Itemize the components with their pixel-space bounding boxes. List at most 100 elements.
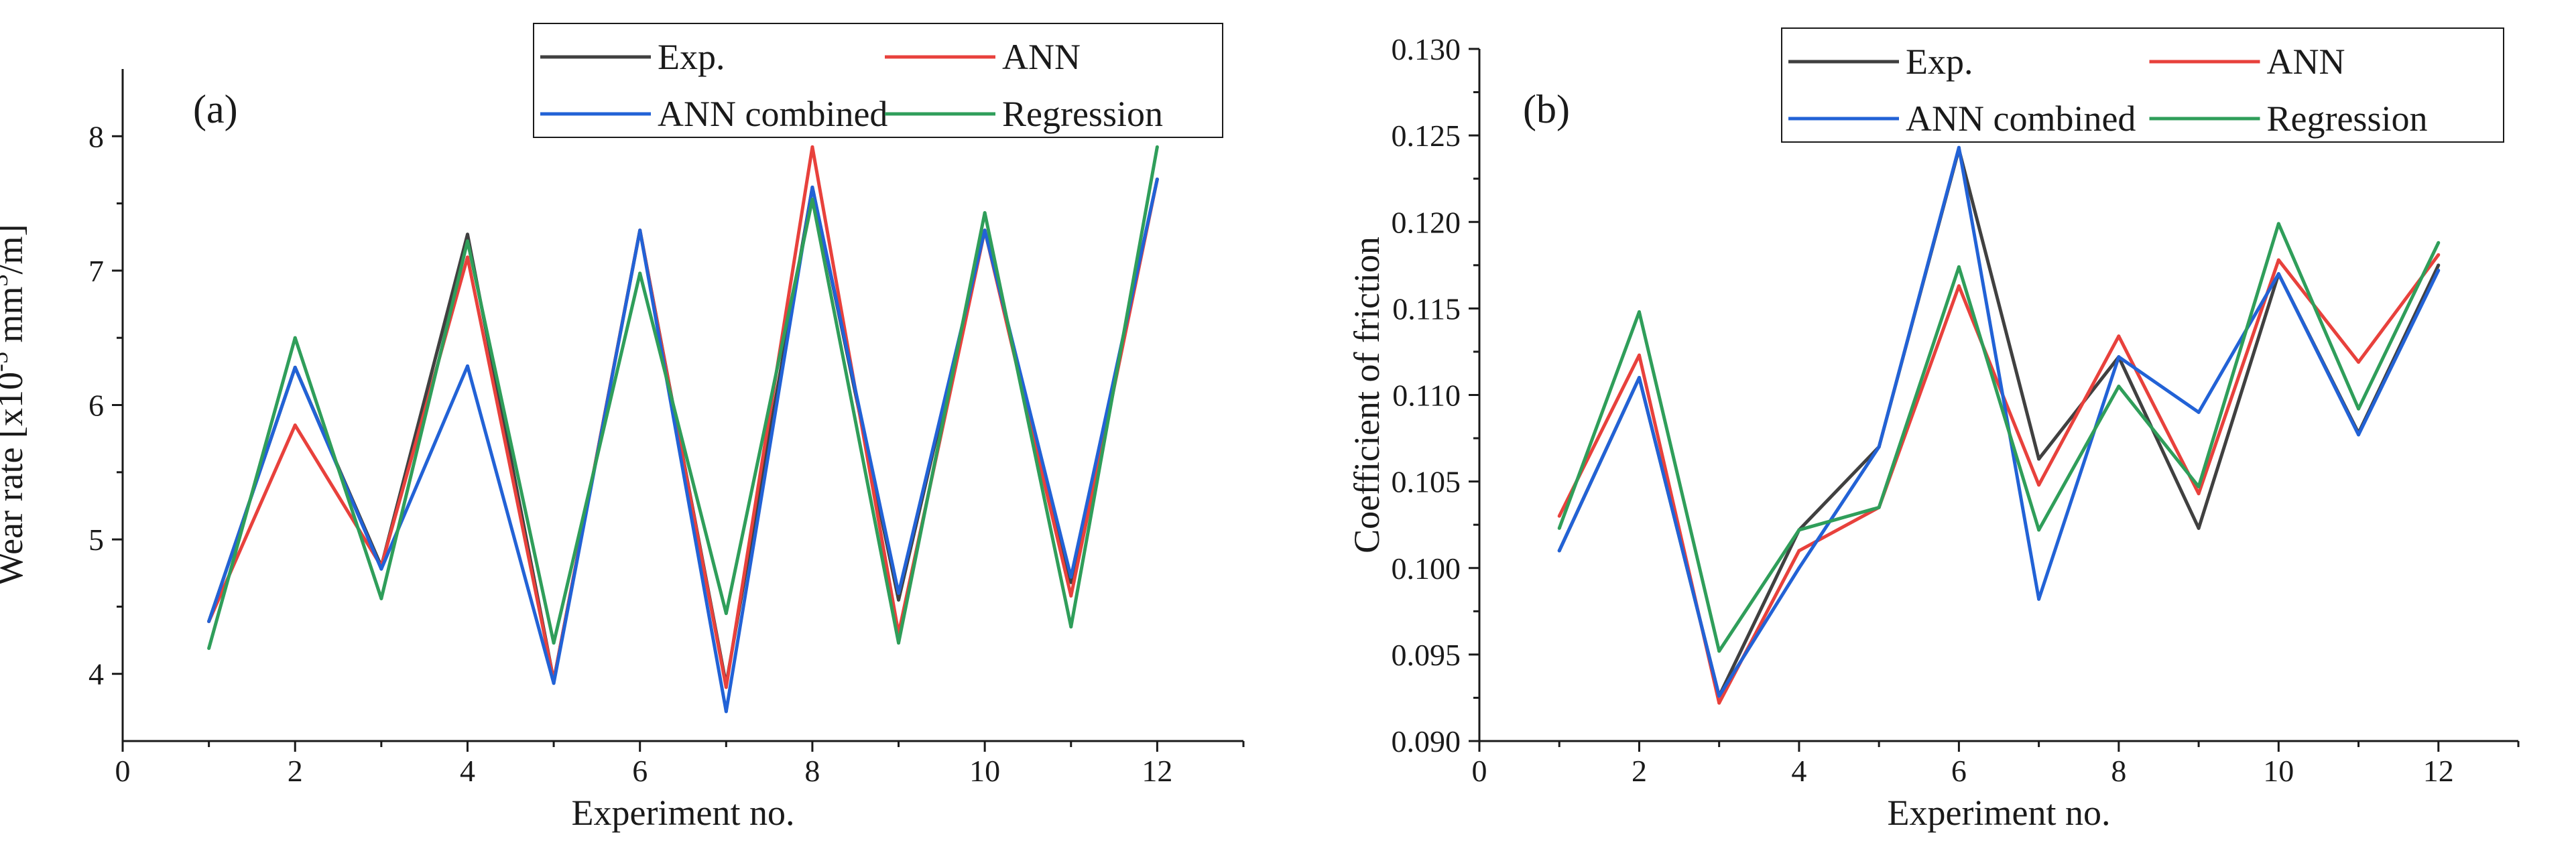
x-axis-label: Experiment no.: [572, 793, 795, 833]
data-point: [1069, 575, 1073, 579]
data-point: [2197, 492, 2201, 496]
series-line: [1557, 147, 2441, 698]
x-tick-label: 6: [1951, 754, 1967, 788]
data-point: [638, 271, 642, 275]
data-point: [207, 647, 211, 651]
data-point: [465, 364, 469, 368]
data-point: [897, 641, 901, 645]
legend: Exp. ANN ANN combined Regression: [533, 23, 1223, 138]
data-point: [2437, 269, 2441, 273]
series-line: [1557, 253, 2440, 705]
data-point: [293, 423, 297, 427]
series-regression: [1557, 222, 2441, 653]
data-point: [1069, 624, 1073, 628]
x-tick-label: 2: [288, 754, 303, 788]
data-point: [379, 596, 383, 600]
data-point: [724, 710, 728, 714]
legend-box: [533, 23, 1223, 138]
x-tick-label: 0: [1472, 754, 1487, 788]
data-point: [1717, 694, 1721, 698]
series-exp-: [1557, 147, 2441, 698]
data-point: [1797, 528, 1801, 532]
y-axis-label-part: Wear rate [x10: [0, 372, 30, 586]
legend-label: ANN combined: [1906, 98, 2136, 139]
data-point: [293, 336, 297, 340]
data-point: [1637, 376, 1641, 380]
legend-box: [1781, 27, 2504, 143]
legend-label: Regression: [2267, 98, 2428, 139]
y-axis-label-part: mm: [0, 287, 30, 352]
data-point: [552, 641, 556, 645]
x-tick-label: 10: [2263, 754, 2294, 788]
y-axis-label: Coefficient of friction: [1347, 237, 1387, 553]
data-point: [2437, 263, 2441, 267]
data-point: [2357, 360, 2361, 364]
data-point: [2276, 258, 2280, 262]
data-point: [1797, 549, 1801, 553]
x-axis-label: Experiment no.: [1888, 793, 2111, 833]
series-line: [1557, 222, 2441, 653]
data-point: [207, 619, 211, 623]
y-tick-label: 0.090: [1392, 724, 1461, 758]
y-tick-label: 0.120: [1392, 205, 1461, 239]
data-point: [983, 211, 987, 215]
data-point: [2037, 597, 2041, 601]
y-tick-label: 6: [88, 389, 104, 423]
data-point: [1155, 145, 1159, 149]
data-point: [1069, 594, 1073, 598]
x-tick-label: 6: [632, 754, 648, 788]
data-point: [1717, 649, 1721, 653]
series-line: [207, 178, 1159, 687]
legend-label: Regression: [1002, 94, 1163, 134]
legend-label: ANN: [1002, 37, 1081, 77]
data-point: [379, 567, 383, 571]
y-tick-label: 0.125: [1392, 119, 1461, 153]
legend-label: ANN combined: [658, 94, 887, 134]
series-exp-: [207, 177, 1159, 687]
series-line: [207, 145, 1159, 689]
legend-label: Exp.: [658, 37, 725, 77]
y-tick-label: 7: [88, 254, 104, 288]
y-axis-label-superscript: 3: [0, 275, 13, 287]
series-ann-combined: [1557, 145, 2441, 698]
data-point: [1557, 549, 1561, 553]
data-point: [2117, 334, 2121, 338]
data-point: [2437, 253, 2441, 257]
data-point: [1957, 145, 1961, 149]
y-axis-label-part: /m]: [0, 224, 30, 275]
data-point: [1957, 265, 1961, 269]
x-tick-label: 12: [1142, 754, 1172, 788]
data-point: [2117, 385, 2121, 389]
axes-frame: [121, 69, 1243, 742]
data-point: [724, 685, 728, 689]
y-tick-label: 5: [88, 523, 104, 557]
panel-label: (b): [1523, 87, 1570, 131]
x-tick-label: 4: [1791, 754, 1806, 788]
x-tick-label: 2: [1632, 754, 1647, 788]
data-point: [1637, 353, 1641, 357]
series-ann: [1557, 253, 2441, 705]
data-point: [897, 591, 901, 595]
data-point: [897, 598, 901, 602]
data-point: [724, 611, 728, 615]
series-regression: [207, 145, 1159, 651]
data-point: [465, 232, 469, 237]
data-point: [1877, 505, 1881, 509]
y-tick-label: 0.115: [1392, 291, 1461, 326]
data-point: [2197, 484, 2201, 488]
x-tick-label: 8: [2111, 754, 2126, 788]
y-axis-label: Wear rate [x10-5 mm3/m]: [0, 224, 30, 586]
data-point: [810, 145, 814, 149]
x-tick-label: 12: [2423, 754, 2454, 788]
data-point: [2357, 433, 2361, 437]
x-tick-label: 4: [460, 754, 475, 788]
y-tick-label: 0.095: [1392, 638, 1461, 672]
x-tick-label: 8: [804, 754, 820, 788]
data-point: [1557, 514, 1561, 518]
data-point: [1557, 526, 1561, 530]
panel-label: (a): [193, 87, 238, 131]
y-tick-label: 8: [88, 119, 104, 153]
data-point: [2117, 355, 2121, 359]
data-point: [810, 198, 814, 202]
